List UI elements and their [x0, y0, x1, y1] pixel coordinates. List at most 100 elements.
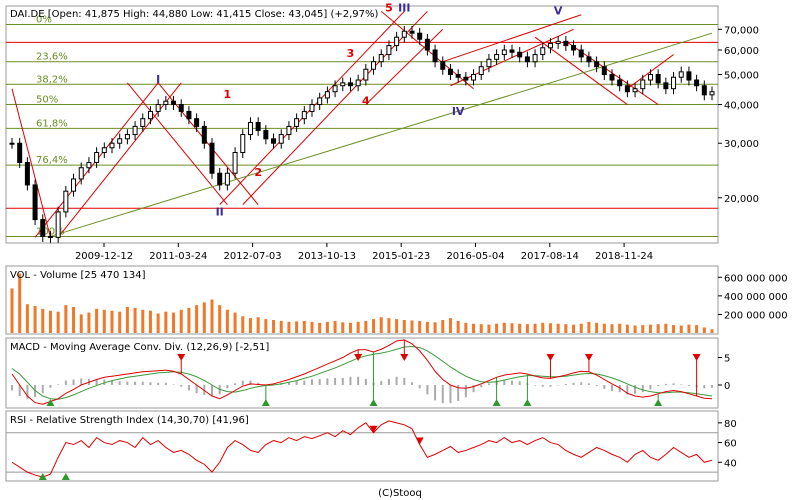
buy-signal-marker — [261, 399, 270, 406]
fib-label: 76,4% — [36, 155, 68, 166]
macd-histogram-bar — [195, 385, 198, 394]
date-tick-label: 2009-12-12 — [75, 251, 133, 262]
candle-body — [124, 134, 130, 140]
macd-histogram-bar — [557, 385, 560, 386]
macd-histogram-bar — [564, 383, 567, 385]
candle-body — [140, 118, 146, 127]
candle-body — [9, 142, 15, 145]
macd-histogram-bar — [518, 381, 521, 385]
sell-signal-marker — [692, 354, 701, 361]
candle-body — [501, 49, 507, 56]
volume-bar — [625, 324, 629, 333]
volume-bar — [656, 324, 660, 333]
price-tick-label: 40,000 — [724, 101, 759, 112]
candle-body — [617, 79, 623, 87]
volume-bar — [233, 312, 237, 333]
wave-label: I — [156, 73, 160, 86]
candle-body — [571, 45, 577, 51]
candle-body — [47, 235, 53, 238]
fib-label: 23,6% — [36, 52, 68, 63]
price-panel-frame — [5, 5, 719, 244]
candle-body — [78, 167, 84, 180]
rsi-buy-marker — [38, 473, 47, 480]
candle-body — [586, 56, 592, 63]
candle-body — [240, 134, 246, 154]
candle-body — [94, 152, 100, 163]
candle-body — [209, 142, 215, 174]
volume-bar — [118, 311, 122, 333]
candle-body — [24, 161, 30, 186]
channel-line — [442, 14, 582, 63]
candle-body — [471, 74, 477, 81]
sell-signal-marker — [546, 354, 555, 361]
candle-body — [678, 71, 684, 78]
macd-histogram-bar — [457, 385, 460, 401]
date-tick-label: 2016-05-04 — [446, 251, 504, 262]
volume-bar — [448, 318, 452, 333]
macd-histogram-bar — [511, 380, 513, 385]
candle-body — [547, 42, 553, 49]
volume-bar — [25, 304, 29, 333]
macd-histogram-bar — [357, 376, 360, 385]
macd-histogram-bar — [80, 378, 83, 385]
candle-body — [609, 74, 615, 81]
volume-bar — [533, 323, 537, 333]
trend-channels — [11, 10, 713, 238]
channel-line — [365, 28, 444, 105]
fib-label: 0% — [36, 15, 52, 26]
macd-lines — [11, 339, 713, 405]
volume-bar — [664, 323, 668, 333]
volume-bar — [641, 325, 645, 333]
wave-label: 3 — [347, 47, 355, 60]
volume-tick-label: 200 000 000 — [724, 310, 788, 321]
macd-histogram-bar — [164, 382, 167, 385]
macd-histogram-bar — [603, 385, 606, 389]
wave-label: V — [554, 5, 563, 18]
candle-body — [217, 172, 223, 186]
macd-histogram-bar — [664, 383, 667, 385]
volume-bar — [418, 320, 422, 333]
volume-bar — [564, 324, 568, 333]
candle-body — [340, 82, 346, 87]
macd-histogram-bar — [180, 385, 183, 387]
macd-histogram-bar — [626, 385, 629, 395]
macd-histogram-bar — [272, 383, 275, 385]
volume-bar — [364, 320, 368, 333]
candle-body — [355, 79, 361, 87]
rsi-panel-frame — [5, 410, 719, 482]
candle-body — [40, 219, 46, 237]
volume-bar — [602, 323, 606, 333]
candle-body — [32, 184, 38, 221]
volume-bar — [110, 310, 114, 333]
macd-histogram-bar — [449, 385, 452, 404]
candle-body — [401, 30, 407, 38]
volume-bar — [48, 310, 52, 333]
candle-body — [171, 100, 177, 106]
price-tick-label: 60,000 — [724, 46, 759, 57]
volume-bar — [287, 321, 291, 333]
candle-body — [109, 142, 115, 149]
rsi-buy-marker — [61, 473, 70, 480]
candle-body — [147, 110, 153, 120]
macd-histogram-bar — [72, 379, 75, 385]
macd-histogram-bar — [257, 382, 260, 385]
volume-bar — [356, 321, 360, 333]
candle-body — [424, 38, 430, 51]
candle-body — [486, 58, 492, 68]
volume-bar — [164, 311, 168, 333]
volume-bar — [318, 322, 322, 333]
fib-label: 50% — [36, 95, 58, 106]
sell-signal-marker — [400, 354, 409, 361]
buy-signal-marker — [369, 399, 378, 406]
macd-histogram-bar — [711, 385, 713, 388]
volume-bar — [672, 325, 676, 333]
volume-bar — [64, 305, 68, 333]
volume-bar — [102, 309, 106, 333]
volume-bar — [72, 307, 76, 333]
candle-body — [232, 152, 238, 174]
volume-bar — [241, 316, 245, 333]
wave-label: III — [398, 1, 410, 14]
volume-bar — [487, 324, 491, 333]
volume-bar — [218, 305, 222, 333]
